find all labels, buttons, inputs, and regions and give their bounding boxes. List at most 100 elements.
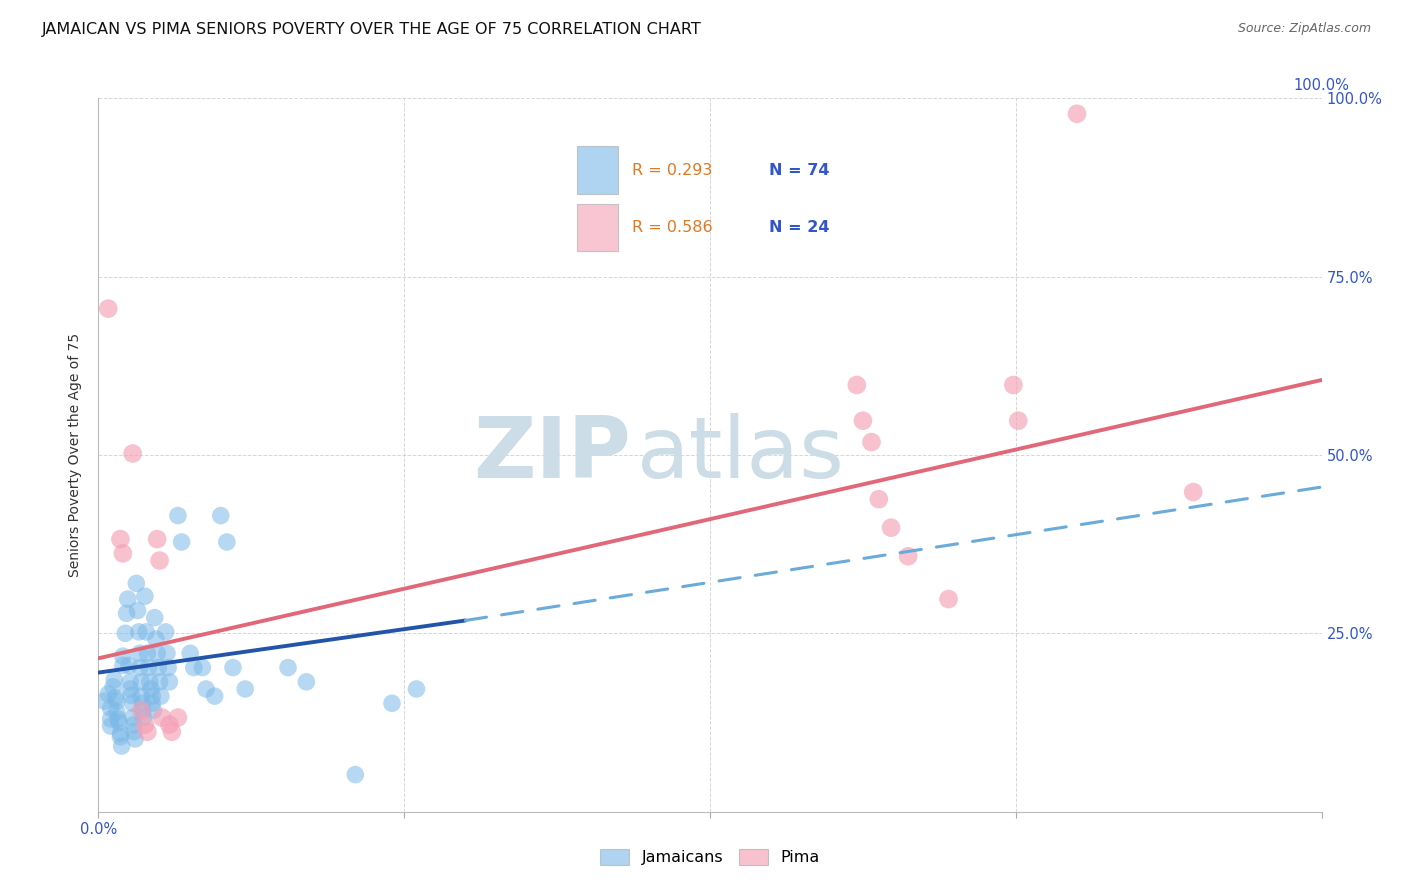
Point — [381, 696, 404, 710]
Point — [157, 717, 180, 731]
Point — [122, 724, 145, 739]
Point — [132, 710, 155, 724]
Bar — [576, 204, 619, 252]
Point — [134, 589, 156, 603]
Point — [209, 508, 232, 523]
Point — [143, 610, 166, 624]
Point — [1182, 485, 1205, 500]
Bar — [576, 146, 619, 194]
Point — [100, 701, 122, 715]
Point — [233, 681, 256, 696]
Point — [146, 646, 169, 660]
Point — [122, 717, 145, 731]
Point — [93, 694, 115, 708]
Point — [191, 660, 214, 674]
Point — [141, 696, 163, 710]
Point — [103, 673, 125, 687]
Point — [938, 592, 960, 607]
Point — [97, 301, 120, 316]
Point — [155, 624, 177, 639]
Point — [160, 724, 183, 739]
Text: atlas: atlas — [637, 413, 845, 497]
Point — [111, 658, 134, 673]
Point — [170, 535, 193, 549]
Point — [150, 710, 173, 724]
Point — [157, 660, 180, 674]
Point — [149, 553, 172, 567]
Point — [105, 694, 128, 708]
Point — [149, 674, 172, 689]
Text: JAMAICAN VS PIMA SENIORS POVERTY OVER THE AGE OF 75 CORRELATION CHART: JAMAICAN VS PIMA SENIORS POVERTY OVER TH… — [42, 22, 702, 37]
Point — [135, 624, 157, 639]
Point — [120, 689, 142, 703]
Text: R = 0.293: R = 0.293 — [631, 162, 711, 178]
Point — [121, 710, 143, 724]
Point — [138, 660, 160, 674]
Point — [100, 712, 122, 726]
Point — [149, 689, 172, 703]
Point — [148, 660, 170, 674]
Point — [121, 696, 143, 710]
Point — [134, 717, 156, 731]
Point — [860, 435, 883, 450]
Point — [120, 681, 142, 696]
Point — [114, 626, 136, 640]
Point — [115, 607, 138, 621]
Legend: Jamaicans, Pima: Jamaicans, Pima — [593, 842, 827, 871]
Point — [100, 719, 122, 733]
Point — [215, 535, 238, 549]
Point — [204, 689, 226, 703]
Point — [118, 658, 141, 673]
Point — [1007, 414, 1029, 428]
Point — [120, 674, 142, 689]
Point — [139, 681, 162, 696]
Text: N = 24: N = 24 — [769, 220, 830, 235]
Point — [852, 414, 875, 428]
Point — [129, 703, 152, 717]
Point — [136, 724, 159, 739]
Point — [344, 767, 367, 781]
Point — [101, 680, 124, 694]
Text: Source: ZipAtlas.com: Source: ZipAtlas.com — [1237, 22, 1371, 36]
Point — [139, 674, 162, 689]
Point — [141, 689, 163, 703]
Point — [127, 603, 149, 617]
Point — [157, 674, 180, 689]
Point — [880, 521, 903, 535]
Text: N = 74: N = 74 — [769, 162, 830, 178]
Point — [111, 649, 134, 664]
Text: R = 0.586: R = 0.586 — [631, 220, 713, 235]
Point — [107, 712, 129, 726]
Point — [129, 689, 152, 703]
Point — [868, 492, 890, 507]
Point — [129, 660, 152, 674]
Point — [124, 731, 146, 746]
Point — [405, 681, 427, 696]
Point — [129, 674, 152, 689]
Point — [105, 705, 128, 719]
Point — [111, 739, 134, 753]
Point — [111, 546, 134, 560]
Point — [179, 646, 201, 660]
Y-axis label: Seniors Poverty Over the Age of 75: Seniors Poverty Over the Age of 75 — [69, 333, 83, 577]
Point — [845, 378, 868, 392]
Text: ZIP: ZIP — [472, 413, 630, 497]
Point — [897, 549, 920, 564]
Point — [121, 446, 143, 460]
Point — [156, 646, 179, 660]
Point — [183, 660, 205, 674]
Point — [129, 646, 152, 660]
Point — [142, 703, 165, 717]
Point — [1066, 107, 1088, 121]
Point — [146, 532, 169, 546]
Point — [131, 703, 153, 717]
Point — [167, 508, 190, 523]
Point — [110, 730, 132, 744]
Point — [131, 696, 153, 710]
Point — [128, 624, 150, 639]
Point — [125, 576, 148, 591]
Point — [145, 632, 167, 646]
Point — [104, 690, 127, 705]
Point — [117, 592, 139, 607]
Point — [110, 532, 132, 546]
